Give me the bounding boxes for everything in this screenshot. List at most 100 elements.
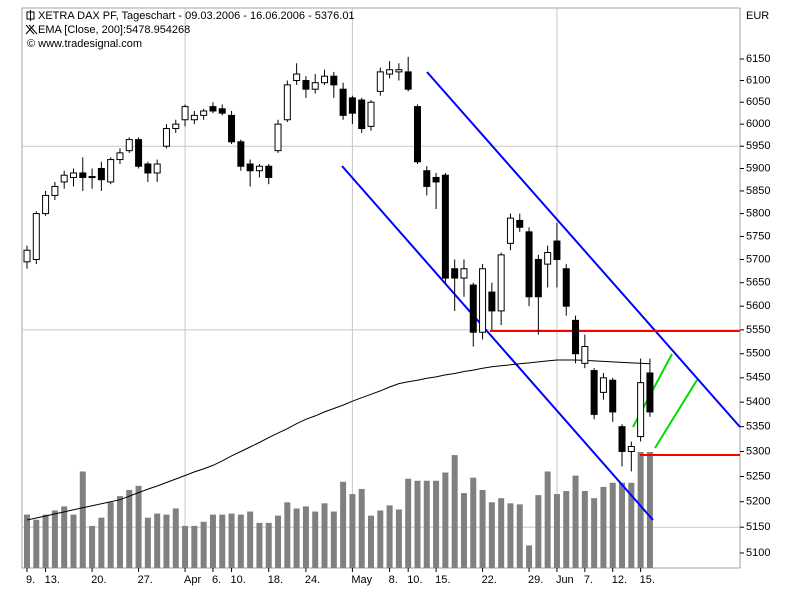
candle-body [488,291,496,312]
chart-title: XETRA DAX PF, Tageschart - 09.03.2006 - … [38,10,355,22]
volume-bar [479,489,486,568]
candle-body [246,163,254,172]
volume-bar [163,514,170,568]
candle-body [581,346,589,364]
candle-body [497,254,505,312]
y-tick-label: 5150 [746,521,770,533]
candle-body [228,114,236,143]
volume-bar [646,451,653,568]
x-tick-label: 15. [435,574,450,586]
volume-bar [107,502,114,568]
legend-entry: EMA [Close, 200]:5478.954268 [38,24,190,36]
volume-bar [284,502,291,568]
candle-body [348,97,356,114]
x-tick-label: 29. [528,574,543,586]
y-tick-label: 5850 [746,185,770,197]
y-tick-label: 5300 [746,445,770,457]
volume-bar [619,482,626,568]
volume-bar [507,503,514,568]
x-tick-label: 8. [389,574,398,586]
volume-bar [79,471,86,568]
y-tick-label: 5500 [746,348,770,360]
y-tick-label: 5400 [746,396,770,408]
candle-body [451,268,459,279]
channel-upper [426,71,741,428]
plot-area [21,7,741,569]
volume-bar [61,506,68,568]
y-tick-label: 5450 [746,372,770,384]
volume-bar [33,519,40,568]
candle-body [386,69,394,75]
volume-bar [386,505,393,568]
candle-body [358,99,366,130]
candle-body [237,141,245,167]
volume-bar [498,498,505,568]
volume-bar [405,478,412,568]
y-tick-label: 5250 [746,470,770,482]
candle-body [609,379,617,413]
y-tick-label: 5950 [746,140,770,152]
volume-bar [377,510,384,568]
candle-body [469,284,477,333]
volume-bar [219,514,226,568]
candle-body [181,106,189,121]
x-tick-label: 6. [212,574,221,586]
candle-body [51,185,59,196]
volume-bar [423,480,430,568]
y-tick-label: 5600 [746,300,770,312]
y-tick-label: 5350 [746,421,770,433]
x-tick-label: 10. [407,574,422,586]
candle-body [88,176,96,179]
volume-bar [321,503,328,568]
volume-bar [126,489,133,568]
candle-body [516,219,524,228]
candle-body [302,80,310,90]
volume-bar [265,522,272,568]
candle-body [42,194,50,215]
y-tick-label: 6000 [746,118,770,130]
volume-bar [302,506,309,568]
candle-body [200,110,208,116]
candle-body [562,268,570,307]
x-tick-label: Apr [184,574,201,586]
candle-body [544,252,552,265]
volume-bar [98,517,105,568]
candle-body [79,172,87,178]
x-tick-label: 7. [584,574,593,586]
candle-body [32,213,40,260]
candle-body [534,258,542,298]
x-tick-label: 20. [91,574,106,586]
volume-bars [24,451,653,568]
volume-bar [200,521,207,568]
volume-bar [433,480,440,568]
volume-bar [209,514,216,568]
y-tick-label: 6100 [746,74,770,86]
volume-bar [414,480,421,568]
volume-bar [544,471,551,568]
candle-body [404,71,412,90]
volume-bar [358,488,365,568]
candle-body [135,139,143,167]
x-tick-label: 15. [640,574,655,586]
volume-bar [135,485,142,568]
volume-bar [349,494,356,568]
candle-body [627,445,635,452]
volume-bar [228,513,235,568]
y-tick-label: 5100 [746,547,770,559]
candle-body [441,174,449,279]
volume-bar [312,511,319,568]
credit: © www.tradesignal.com [27,38,142,50]
volume-bar [51,510,58,568]
candle-body [460,268,468,279]
volume-bar [628,482,635,568]
legend-icon [25,24,38,35]
candle-body [97,167,105,181]
volume-bar [330,511,337,568]
candle-body [423,170,431,187]
candle-body [265,165,273,178]
x-tick-label: 22. [482,574,497,586]
trend-line [654,379,698,449]
candle-body [69,172,77,178]
candle-body [395,69,403,73]
